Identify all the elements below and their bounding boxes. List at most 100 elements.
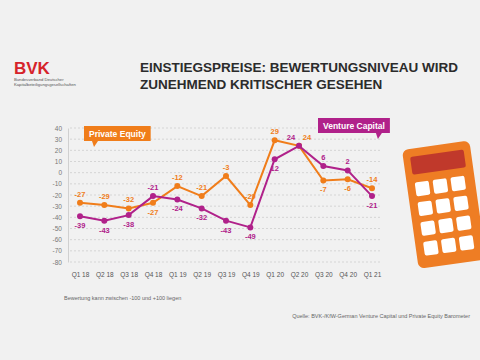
x-tick: Q2 20 xyxy=(291,271,309,279)
grid-line xyxy=(70,195,382,196)
x-tick: Q1 18 xyxy=(72,271,90,279)
calculator-key xyxy=(441,238,457,254)
calculator-illustration xyxy=(402,141,480,269)
data-label: 2 xyxy=(346,157,350,166)
point xyxy=(369,185,375,191)
y-tick-label: -30 xyxy=(53,203,63,210)
y-tick: -40 xyxy=(53,214,68,221)
calculator-key xyxy=(423,240,439,256)
y-tick: -60 xyxy=(53,236,68,243)
point xyxy=(174,183,180,189)
y-tick-label: 0 xyxy=(58,169,62,176)
calculator-key xyxy=(435,198,451,214)
data-label: -27 xyxy=(148,208,159,217)
x-tick-label: Q2 18 xyxy=(96,271,114,279)
point xyxy=(150,193,156,199)
x-tick: Q4 20 xyxy=(339,271,357,279)
data-label: -32 xyxy=(196,213,207,222)
x-tick: Q1 19 xyxy=(169,271,187,279)
point xyxy=(77,213,83,219)
x-tick-label: Q2 19 xyxy=(193,271,211,279)
series-line xyxy=(80,140,372,208)
data-label: -29 xyxy=(245,192,256,201)
point xyxy=(272,156,278,162)
x-tick-label: Q1 19 xyxy=(169,271,187,279)
chart: BVKBundesverband DeutscherKapitalbeteili… xyxy=(0,0,480,360)
y-tick-label: -60 xyxy=(53,236,63,243)
y-tick: 40 xyxy=(55,125,68,132)
source: Quelle: BVK-/KfW-German Venture Capital … xyxy=(292,313,470,319)
data-label: -38 xyxy=(123,220,134,229)
y-tick: -30 xyxy=(53,203,68,210)
point xyxy=(126,205,132,211)
calculator-key xyxy=(417,200,433,216)
data-label: -39 xyxy=(75,221,86,230)
point xyxy=(223,218,229,224)
calculator-key xyxy=(450,176,466,192)
x-tick: Q1 20 xyxy=(266,271,284,279)
series-line xyxy=(80,146,372,228)
legend-item: Venture Capital xyxy=(318,118,390,139)
data-label: 24 xyxy=(287,133,296,142)
point xyxy=(369,193,375,199)
point xyxy=(320,177,326,183)
x-tick-label: Q1 18 xyxy=(72,271,90,279)
y-tick-label: 10 xyxy=(55,158,63,165)
x-tick-label: Q3 19 xyxy=(218,271,236,279)
legend-box xyxy=(84,126,151,141)
y-tick-label: -20 xyxy=(53,192,63,199)
point xyxy=(199,205,205,211)
point xyxy=(101,202,107,208)
data-label: 6 xyxy=(321,153,325,162)
point xyxy=(345,176,351,182)
calculator-key xyxy=(438,218,454,234)
point xyxy=(296,143,302,149)
x-tick-label: Q3 18 xyxy=(120,271,138,279)
y-tick: -70 xyxy=(53,247,68,254)
logo-subtitle: Bundesverband DeutscherKapitalbeteiligun… xyxy=(14,77,77,87)
x-tick: Q3 19 xyxy=(218,271,236,279)
title: EINSTIEGSPREISE: BEWERTUNGSNIVEAU WIRDZU… xyxy=(140,60,458,92)
x-tick-label: Q4 19 xyxy=(242,271,260,279)
data-label: -43 xyxy=(221,226,232,235)
data-label: -24 xyxy=(172,204,184,213)
data-label: -49 xyxy=(245,232,256,241)
data-label: -21 xyxy=(196,183,207,192)
calculator-body xyxy=(402,141,480,269)
y-tick: 0 xyxy=(58,169,68,176)
x-tick: Q4 18 xyxy=(145,271,163,279)
data-label: -32 xyxy=(123,195,134,204)
y-tick-label: 20 xyxy=(55,147,63,154)
data-label: -12 xyxy=(172,173,183,182)
point xyxy=(126,212,132,218)
x-tick: Q3 20 xyxy=(315,271,333,279)
x-axis: Q1 18 Q2 18 Q3 18 Q4 18 Q1 19 Q2 19 Q3 19 Q4 19… xyxy=(72,265,382,279)
grid xyxy=(70,128,382,262)
legend-label: Private Equity xyxy=(89,129,146,139)
y-tick: -50 xyxy=(53,225,68,232)
point xyxy=(272,137,278,143)
data-label: -43 xyxy=(99,226,110,235)
y-tick: -20 xyxy=(53,192,68,199)
point xyxy=(174,196,180,202)
calculator-key xyxy=(459,235,475,251)
grid-line xyxy=(70,239,382,240)
calculator-key xyxy=(453,195,469,211)
x-tick-label: Q2 20 xyxy=(291,271,309,279)
point xyxy=(223,173,229,179)
point xyxy=(199,193,205,199)
point xyxy=(247,202,253,208)
x-axis-line xyxy=(81,264,373,265)
y-tick-label: -40 xyxy=(53,214,63,221)
y-tick-label: 30 xyxy=(55,136,63,143)
legend-label: Venture Capital xyxy=(323,121,385,131)
legend-box xyxy=(318,118,390,133)
legend-pointer xyxy=(92,141,98,147)
y-axis-line xyxy=(68,129,69,263)
legend-pointer xyxy=(376,133,382,139)
data-label: -7 xyxy=(320,185,327,194)
x-tick: Q2 18 xyxy=(96,271,114,279)
y-tick-label: -50 xyxy=(53,225,63,232)
data-label: -14 xyxy=(367,175,379,184)
footnote: Bewertung kann zwischen -100 und +100 li… xyxy=(64,295,181,301)
